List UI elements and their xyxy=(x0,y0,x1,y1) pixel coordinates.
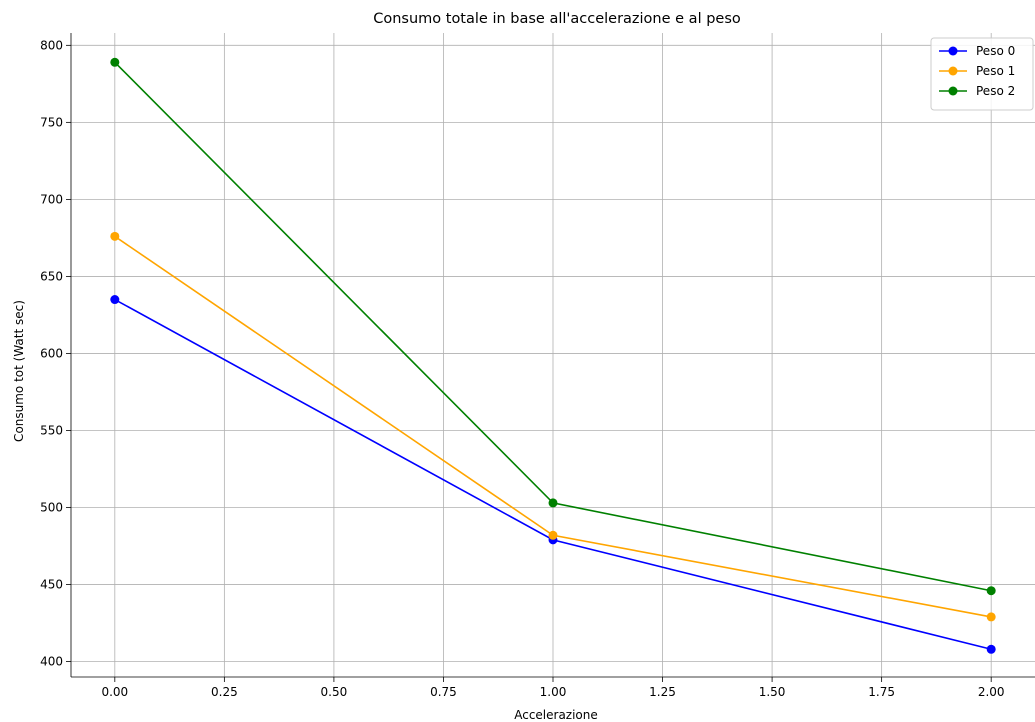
y-tick-label: 800 xyxy=(40,38,63,52)
x-tick-label: 0.00 xyxy=(101,685,128,699)
axes xyxy=(66,33,1035,682)
legend-marker xyxy=(948,66,958,76)
data-point xyxy=(986,612,996,622)
x-tick-label: 0.75 xyxy=(430,685,457,699)
legend-marker xyxy=(948,86,958,96)
legend-label: Peso 0 xyxy=(976,44,1015,58)
series-group xyxy=(110,57,996,654)
data-point xyxy=(548,498,558,508)
legend-label: Peso 2 xyxy=(976,84,1015,98)
legend-marker xyxy=(948,46,958,56)
y-tick-label: 550 xyxy=(40,423,63,437)
x-tick-label: 0.50 xyxy=(321,685,348,699)
data-point xyxy=(548,530,558,540)
y-tick-label: 450 xyxy=(40,578,63,592)
data-point xyxy=(110,231,120,241)
x-tick-label: 1.25 xyxy=(649,685,676,699)
data-point xyxy=(110,57,120,67)
x-tick-label: 1.50 xyxy=(759,685,786,699)
x-tick-label: 2.00 xyxy=(978,685,1005,699)
y-tick-label: 600 xyxy=(40,346,63,360)
y-axis-label: Consumo tot (Watt sec) xyxy=(12,300,26,442)
x-tick-label: 1.00 xyxy=(540,685,567,699)
x-axis-label: Accelerazione xyxy=(514,708,598,722)
x-tick-label: 1.75 xyxy=(868,685,895,699)
y-tick-label: 500 xyxy=(40,501,63,515)
data-point xyxy=(986,586,996,596)
x-tick-label: 0.25 xyxy=(211,685,238,699)
y-tick-label: 400 xyxy=(40,655,63,669)
tick-labels: 0.00 0.25 0.50 0.75 1.00 1.25 1.50 1.75 2.00 400 4… xyxy=(40,38,1004,699)
grid-lines xyxy=(71,33,1035,677)
y-tick-label: 650 xyxy=(40,269,63,283)
legend-label: Peso 1 xyxy=(976,64,1015,78)
data-point xyxy=(110,295,120,305)
chart-title: Consumo totale in base all'accelerazione… xyxy=(373,11,741,27)
y-tick-label: 700 xyxy=(40,192,63,206)
y-tick-label: 750 xyxy=(40,115,63,129)
data-point xyxy=(986,644,996,654)
legend: Peso 0 Peso 1 Peso 2 xyxy=(930,37,1034,111)
